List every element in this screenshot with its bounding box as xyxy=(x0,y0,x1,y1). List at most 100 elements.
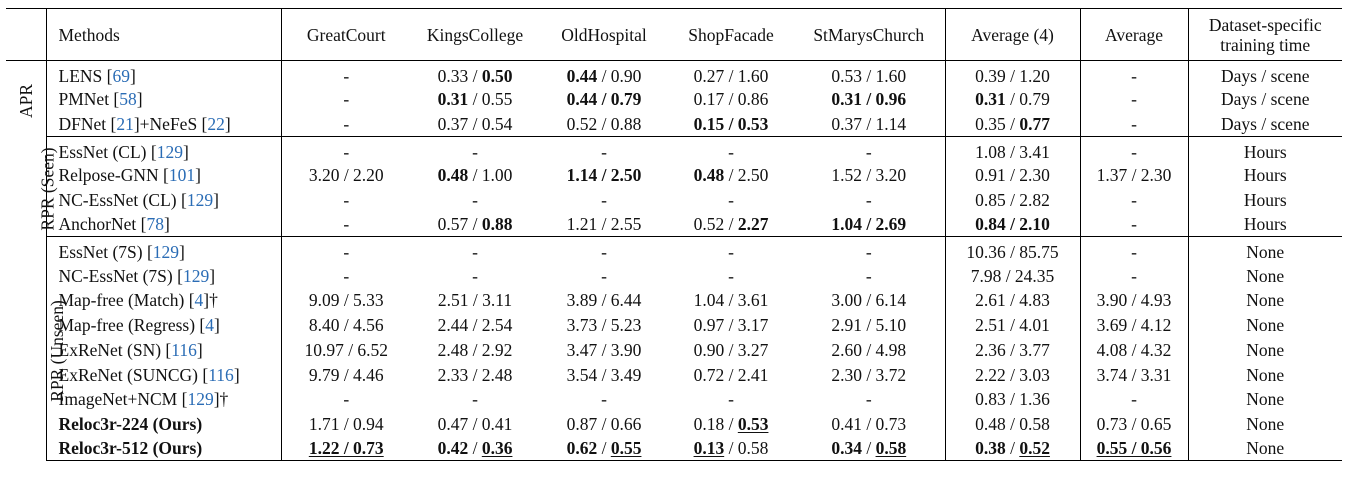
cell-stmaryschurch: 0.41 / 0.73 xyxy=(831,413,907,434)
col-header-average-4: Average (4) xyxy=(944,8,1080,61)
training-time-line2: training time xyxy=(1220,34,1311,55)
cell-stmaryschurch: 1.04 / 2.69 xyxy=(793,212,945,238)
cell-greatcourt: - xyxy=(280,386,411,412)
table-row: Reloc3r-512 (Ours) 1.22 / 0.73 0.42 / 0.… xyxy=(6,436,1342,462)
cell-shopfacade: 0.18 / 0.53 xyxy=(693,413,769,434)
cell-average: 0.55 / 0.56 xyxy=(1079,436,1188,462)
cell-average-4: 0.85 / 2.82 xyxy=(944,187,1080,213)
cell-oldhospital: 0.52 / 0.88 xyxy=(539,111,669,137)
cell-average-4: 0.91 / 2.30 xyxy=(944,162,1080,188)
cell-kingscollege: 0.47 / 0.41 xyxy=(437,413,513,434)
table-row: APR LENS [69] - 0.33 / 0.50 0.44 / 0.90 … xyxy=(6,60,1342,118)
cell-stmaryschurch: - xyxy=(865,242,872,263)
cell-oldhospital: - xyxy=(601,141,607,162)
table-row: RPR (Unseen) EssNet (7S) [129] - - - - -… xyxy=(6,236,1342,402)
cell-greatcourt: 10.97 / 6.52 xyxy=(280,337,411,363)
cell-training-time: None xyxy=(1187,236,1342,264)
cell-greatcourt: - xyxy=(280,111,411,137)
cell-oldhospital: - xyxy=(601,189,607,210)
cell-oldhospital: 3.54 / 3.49 xyxy=(566,364,642,385)
cell-training-time: None xyxy=(1187,263,1342,289)
cell-average-4: 0.31 / 0.79 xyxy=(944,87,1080,112)
method-name: NC-EssNet (7S) [129] xyxy=(45,263,281,289)
cell-shopfacade: - xyxy=(728,189,734,210)
cell-average-4: 2.61 / 4.83 xyxy=(944,288,1080,313)
cell-stmaryschurch: 2.60 / 4.98 xyxy=(831,339,907,360)
cell-shopfacade: 0.15 / 0.53 xyxy=(669,111,793,137)
cell-oldhospital: 0.44 / 0.79 xyxy=(566,89,642,110)
cell-oldhospital: 3.73 / 5.23 xyxy=(566,315,642,336)
cell-training-time: None xyxy=(1187,411,1342,437)
cell-average: - xyxy=(1079,212,1188,238)
cell-stmaryschurch: - xyxy=(865,389,872,410)
cell-average: - xyxy=(1079,263,1188,289)
cell-kingscollege: 2.33 / 2.48 xyxy=(437,364,513,385)
cell-average: - xyxy=(1079,386,1188,412)
method-name: ExReNet (SUNCG) [116] xyxy=(45,362,281,387)
cell-average-4: 0.35 / 0.77 xyxy=(944,111,1080,137)
cell-shopfacade: - xyxy=(728,389,734,410)
group-label-rpr-unseen: RPR (Unseen) xyxy=(46,300,67,402)
group-rpr-seen: RPR (Seen) EssNet (CL) [129] - - - - - 1… xyxy=(6,136,1342,238)
cell-stmaryschurch: 2.30 / 3.72 xyxy=(831,364,907,385)
method-name: EssNet (7S) [129] xyxy=(45,236,281,264)
cell-kingscollege: - xyxy=(472,242,478,263)
cell-average-4: 2.22 / 3.03 xyxy=(944,362,1080,387)
table-row: ExReNet (SN) [116] 10.97 / 6.52 2.48 / 2… xyxy=(6,337,1342,363)
cell-training-time: None xyxy=(1187,362,1342,387)
cell-stmaryschurch: 0.37 / 1.14 xyxy=(793,111,945,137)
cell-training-time: Days / scene xyxy=(1187,87,1342,112)
cell-shopfacade: 0.27 / 1.60 xyxy=(693,66,769,86)
col-header-greatcourt: GreatCourt xyxy=(280,8,411,61)
table-row: ImageNet+NCM [129]† - - - - - 0.83 / 1.3… xyxy=(6,386,1342,412)
cell-average-4: 0.48 / 0.58 xyxy=(944,411,1080,437)
col-header-oldhospital: OldHospital xyxy=(561,24,647,45)
cell-average: - xyxy=(1079,187,1188,213)
cell-oldhospital: - xyxy=(601,389,607,410)
cell-average-4: 1.08 / 3.41 xyxy=(944,136,1080,163)
cell-shopfacade: 0.97 / 3.17 xyxy=(693,315,769,336)
training-time-line1: Dataset-specific xyxy=(1208,14,1322,35)
table-row: NC-EssNet (CL) [129] - - - - - 0.85 / 2.… xyxy=(6,187,1342,213)
cell-average: 3.90 / 4.93 xyxy=(1079,288,1188,313)
cell-stmaryschurch: 0.53 / 1.60 xyxy=(831,66,907,86)
cell-training-time: Hours xyxy=(1187,187,1342,213)
cell-shopfacade: 0.52 / 2.27 xyxy=(669,212,793,238)
col-header-training-time: Dataset-specific training time xyxy=(1187,8,1342,61)
cell-average: 3.69 / 4.12 xyxy=(1079,312,1188,338)
cell-stmaryschurch: 3.00 / 6.14 xyxy=(831,290,907,311)
table-row: RPR (Seen) EssNet (CL) [129] - - - - - 1… xyxy=(6,136,1342,230)
cell-training-time: None xyxy=(1187,337,1342,363)
cell-training-time: Hours xyxy=(1187,136,1342,163)
cell-average: 4.08 / 4.32 xyxy=(1079,337,1188,363)
cell-shopfacade: - xyxy=(728,141,734,162)
table-row: Map-free (Regress) [4] 8.40 / 4.56 2.44 … xyxy=(6,312,1342,338)
cell-oldhospital: - xyxy=(601,242,607,263)
cell-oldhospital: 1.14 / 2.50 xyxy=(566,165,642,186)
cell-average: - xyxy=(1079,236,1188,264)
group-apr: APR LENS [69] - 0.33 / 0.50 0.44 / 0.90 … xyxy=(6,60,1342,137)
cell-shopfacade: 1.04 / 3.61 xyxy=(693,290,769,311)
method-name: Relpose-GNN [101] xyxy=(45,162,281,188)
col-header-kingscollege: KingsCollege xyxy=(426,24,524,45)
cell-training-time: None xyxy=(1187,436,1342,462)
cell-stmaryschurch: 2.91 / 5.10 xyxy=(831,315,907,336)
cell-kingscollege: 0.42 / 0.36 xyxy=(411,436,539,462)
cell-kingscollege: 2.48 / 2.92 xyxy=(437,339,513,360)
cell-average-4: 7.98 / 24.35 xyxy=(944,263,1080,289)
cell-average: - xyxy=(1079,111,1188,137)
cell-training-time: None xyxy=(1187,288,1342,313)
cell-greatcourt: 9.79 / 4.46 xyxy=(280,362,411,387)
method-name: AnchorNet [78] xyxy=(45,212,281,238)
cell-kingscollege: - xyxy=(472,189,478,210)
group-label-rpr-seen: RPR (Seen) xyxy=(37,147,58,231)
cell-training-time: None xyxy=(1187,312,1342,338)
table-row: Reloc3r-224 (Ours) 1.71 / 0.94 0.47 / 0.… xyxy=(6,411,1342,437)
cell-average: 0.73 / 0.65 xyxy=(1079,411,1188,437)
cell-kingscollege: 2.44 / 2.54 xyxy=(437,315,513,336)
cell-average: - xyxy=(1079,136,1188,163)
cell-kingscollege: 0.31 / 0.55 xyxy=(437,89,513,110)
method-name: NC-EssNet (CL) [129] xyxy=(45,187,281,213)
cell-greatcourt: - xyxy=(280,263,411,289)
col-header-shopfacade: ShopFacade xyxy=(688,24,774,45)
